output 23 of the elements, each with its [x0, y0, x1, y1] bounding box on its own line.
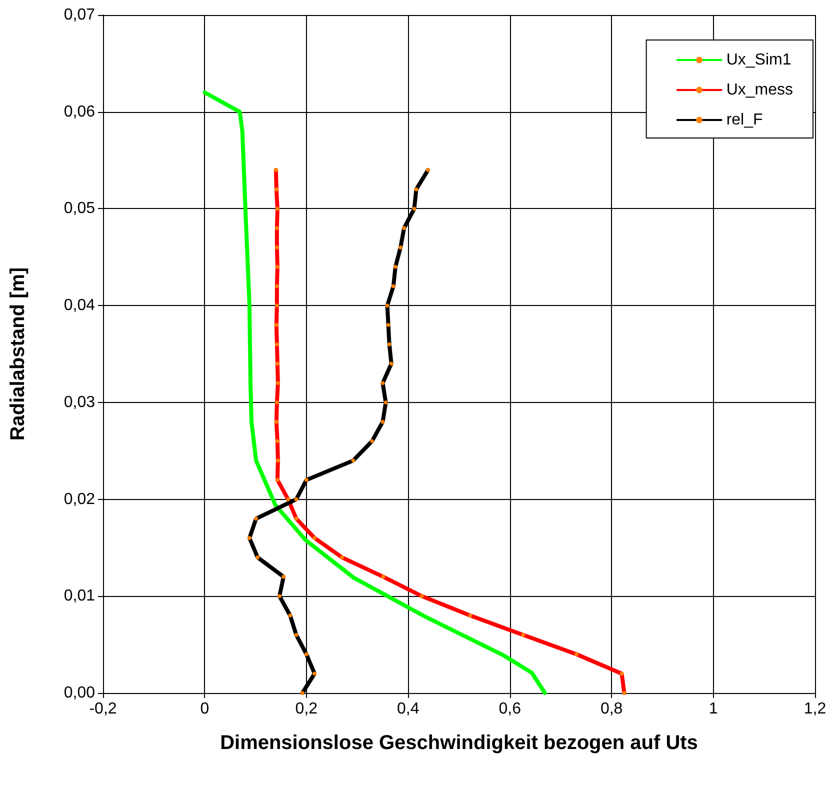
- line-series: [202, 90, 547, 695]
- y-tick-label: 0,04: [64, 297, 96, 314]
- x-tick-label: -0,2: [89, 700, 117, 718]
- x-tick-label: 0: [200, 700, 210, 718]
- y-tick-label: 0,02: [64, 490, 96, 508]
- legend-label: Ux_Sim1: [726, 52, 792, 68]
- x-tick-label: 0,4: [397, 700, 420, 718]
- y-axis-title: Radialabstand [m]: [7, 267, 29, 441]
- x-tick-label: 1,2: [804, 700, 826, 718]
- y-tick-label: 0,05: [64, 200, 96, 218]
- x-tick-label: 0,2: [295, 700, 318, 718]
- line-series: [274, 168, 626, 695]
- y-tick-label: 0,06: [64, 103, 96, 120]
- y-tick-label: 0,07: [64, 6, 96, 24]
- y-tick-label: 0,00: [64, 684, 96, 702]
- y-tick-label: 0,03: [64, 394, 96, 411]
- y-tick-label: 0,01: [64, 588, 96, 605]
- x-tick-label: 0,8: [600, 700, 623, 718]
- legend-label: Ux_mess: [726, 82, 794, 98]
- x-tick-label: 0,6: [498, 700, 522, 718]
- x-axis-title: Dimensionslose Geschwindigkeit bezogen auf Uts: [220, 732, 698, 754]
- legend-label: rel_F: [726, 112, 763, 128]
- x-tick-label: 1: [708, 700, 718, 718]
